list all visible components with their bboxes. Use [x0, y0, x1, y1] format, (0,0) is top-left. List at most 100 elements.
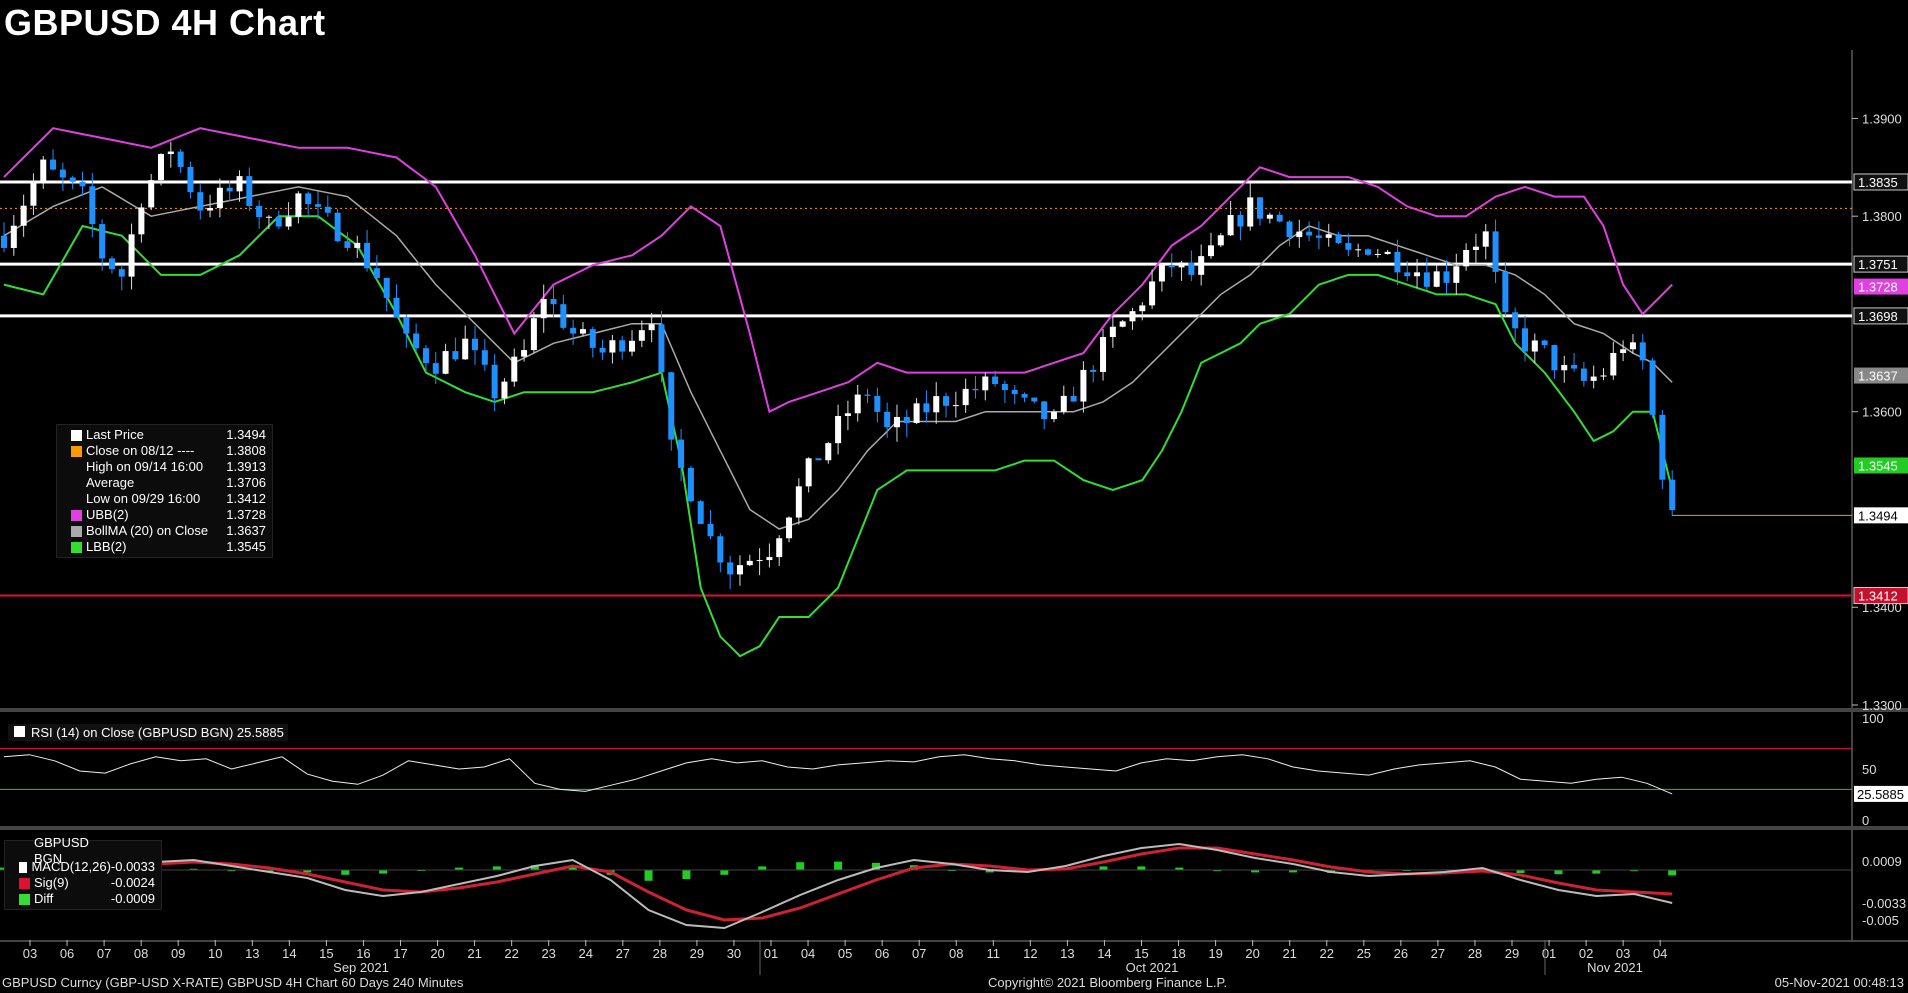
x-tick-label: 27 [1431, 946, 1445, 961]
price-tag-box [1854, 278, 1908, 295]
candle-body [962, 388, 969, 406]
macd-diff-bar [1668, 870, 1677, 876]
candle-body [422, 348, 429, 364]
x-tick-label: 10 [208, 946, 222, 961]
lbb-line [3, 215, 1674, 658]
candle-body [874, 395, 881, 412]
candle-body [99, 224, 106, 259]
macd-diff-bar [1175, 867, 1184, 870]
candle-body [1433, 271, 1440, 287]
candle-body [727, 562, 734, 575]
candle-body [766, 557, 773, 561]
candle-body [1453, 266, 1460, 283]
macd-diff-bar [1289, 870, 1298, 873]
month-label: Nov 2021 [1587, 960, 1643, 975]
x-tick-label: 25 [1357, 946, 1371, 961]
candle-body [403, 317, 410, 334]
legend-swatch [71, 541, 82, 553]
candle-body [265, 216, 272, 218]
candle-body [1620, 349, 1627, 353]
x-tick-label: 09 [171, 946, 185, 961]
candle-body [1306, 231, 1313, 236]
panel-divider [0, 940, 1908, 942]
macd-legend-value: -0.0009 [110, 891, 155, 906]
x-tick-label: 04 [1653, 946, 1667, 961]
x-tick-label: 30 [727, 946, 741, 961]
candle-body [1610, 352, 1617, 376]
rsi-tick-label: 100 [1862, 711, 1884, 726]
macd-diff-bar [189, 868, 198, 870]
price-tag-box [1854, 507, 1908, 524]
candle-body [1001, 384, 1008, 390]
candle-body [540, 299, 547, 319]
x-tick-label: 19 [1208, 946, 1222, 961]
resistance-tag-box [1853, 307, 1908, 325]
x-tick-label: 20 [1245, 946, 1259, 961]
candle-body [295, 193, 302, 217]
x-tick-label: 11 [987, 946, 1001, 961]
candle-body [108, 258, 115, 270]
y-tick-label: 1.3300 [1862, 698, 1902, 713]
x-tick-label: 28 [653, 946, 667, 961]
price-tag-box [1854, 457, 1908, 474]
x-tick-label: 23 [541, 946, 555, 961]
footer-center: Copyright© 2021 Bloomberg Finance L.P. [988, 975, 1228, 990]
support-tag-box [1853, 587, 1908, 605]
x-tick-label: 02 [1579, 946, 1593, 961]
macd-diff-bar [834, 861, 843, 870]
candle-body [1109, 326, 1116, 338]
candle-body [756, 560, 763, 562]
y-tick-label: 1.3600 [1862, 405, 1902, 420]
candle-body [913, 403, 920, 424]
candle-body [903, 416, 910, 424]
candle-body [1296, 231, 1303, 238]
candle-body [530, 318, 537, 351]
candle-body [1374, 253, 1381, 255]
candle-body [1345, 243, 1352, 250]
candle-body [570, 327, 577, 334]
candle-body [1119, 321, 1126, 327]
x-tick-label: 15 [319, 946, 333, 961]
candle-body [952, 405, 959, 407]
candle-body [854, 394, 861, 414]
candle-body [550, 299, 557, 305]
candle-body [707, 523, 714, 537]
candle-body [1423, 272, 1430, 287]
legend-value: 1.3412 [226, 491, 266, 506]
y-tick-label: 1.3900 [1862, 111, 1902, 126]
x-tick-label: 16 [356, 946, 370, 961]
candle-body [1011, 389, 1018, 395]
macd-legend-row: GBPUSD BGN [5, 835, 161, 866]
chart-title: GBPUSD 4H Chart [4, 2, 326, 43]
macd-tick-label: -0.005 [1862, 913, 1899, 928]
candle-body [884, 411, 891, 428]
candle-body [1158, 264, 1165, 282]
support-tag: 1.3412 [1858, 589, 1898, 604]
candle-body [1639, 342, 1646, 361]
candle-body [354, 242, 361, 248]
month-label: Oct 2021 [1126, 960, 1179, 975]
candle-body [226, 187, 233, 192]
candle-body [1237, 215, 1244, 227]
legend-swatch [71, 494, 82, 505]
macd-diff-bar [682, 870, 691, 879]
candle-body [393, 297, 400, 318]
candle-body [579, 329, 586, 334]
candle-body [324, 206, 331, 213]
candle-body [442, 351, 449, 374]
candle-body [893, 416, 900, 428]
month-label: Sep 2021 [333, 960, 389, 975]
legend-value: 1.3706 [226, 475, 266, 490]
macd-legend: GBPUSD BGN MACD(12,26) -0.0033 Sig(9) -0.002… [4, 835, 162, 910]
macd-legend-swatch [19, 893, 30, 905]
rsi-legend-text: RSI (14) on Close (GBPUSD BGN) 25.5885 [31, 725, 284, 740]
macd-diff-bar [1251, 870, 1260, 873]
candle-body [216, 187, 223, 209]
candle-body [275, 216, 282, 227]
candle-body [1482, 231, 1489, 247]
candle-body [187, 166, 194, 193]
candle-body [511, 356, 518, 382]
candle-body [1414, 272, 1421, 277]
candle-body [1404, 272, 1411, 277]
